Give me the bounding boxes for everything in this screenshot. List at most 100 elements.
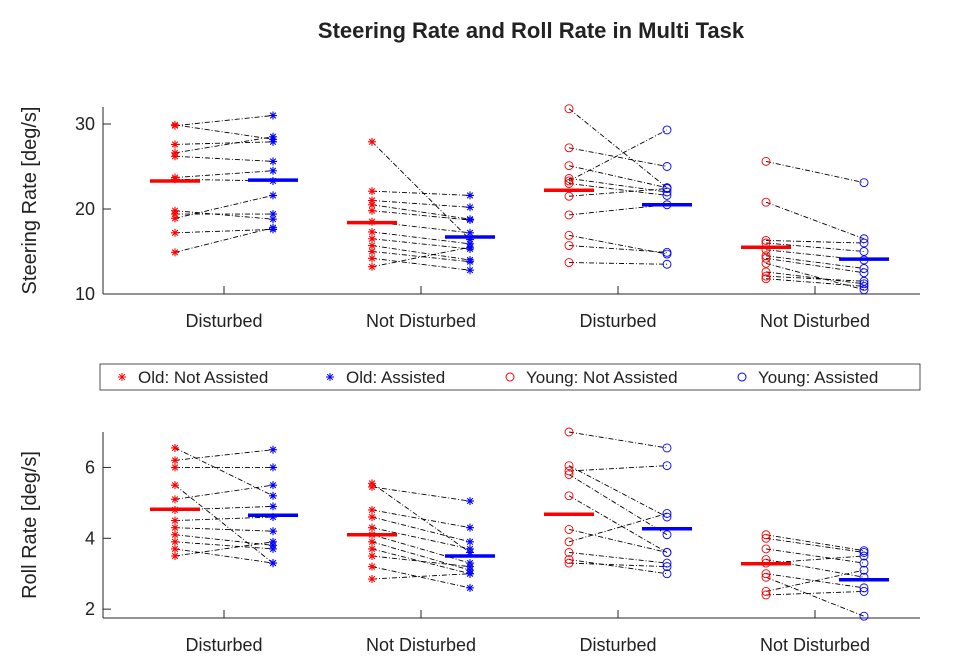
point: [564, 191, 574, 201]
pair-line: [371, 221, 471, 234]
point: [564, 230, 574, 240]
point: [171, 228, 179, 237]
pair-line: [174, 447, 274, 497]
point: [269, 445, 277, 454]
pair-line: [174, 170, 274, 178]
pair-line: [174, 228, 274, 234]
x-tick-label: Not Disturbed: [760, 311, 870, 331]
point: [662, 548, 672, 557]
point: [662, 184, 672, 194]
legend-box: [99, 363, 921, 391]
pair-line: [765, 590, 865, 596]
point: [859, 247, 869, 256]
point: [859, 583, 869, 593]
pair-line: [765, 573, 865, 589]
pair-line: [765, 242, 865, 252]
point: [269, 559, 277, 568]
y-tick-label: 10: [75, 284, 95, 304]
pair-line: [568, 183, 668, 196]
point: [269, 137, 277, 146]
point: [368, 552, 376, 560]
pair-line: [371, 251, 471, 263]
point: [269, 215, 277, 224]
pair-line: [371, 204, 471, 220]
point: [269, 502, 277, 511]
pair-line: [174, 115, 274, 127]
pair-line: [371, 555, 471, 568]
pair-line: [371, 210, 471, 221]
point: [368, 537, 376, 546]
pair-line: [568, 147, 668, 167]
point: [859, 238, 869, 248]
point: [466, 191, 474, 200]
point: [466, 583, 474, 592]
point: [761, 253, 771, 263]
x-tick-label: Disturbed: [185, 635, 262, 651]
point: [859, 285, 869, 295]
point: [368, 227, 376, 236]
pair-line: [765, 537, 865, 553]
pair-line: [371, 200, 471, 208]
point: [564, 176, 574, 186]
pair-line: [371, 245, 471, 261]
pair-line: [174, 541, 274, 550]
point: [662, 247, 672, 257]
pair-line: [765, 160, 865, 184]
pair-line: [174, 449, 274, 461]
point: [761, 258, 771, 268]
point: [761, 533, 771, 543]
pair-line: [174, 516, 274, 522]
pair-line: [174, 527, 274, 532]
point: [662, 190, 672, 200]
pair-line: [371, 190, 471, 196]
pair-line: [568, 474, 668, 536]
pair-line: [174, 227, 274, 253]
pair-line: [371, 548, 471, 575]
point: [466, 243, 474, 252]
pair-line: [765, 271, 865, 285]
point: [171, 552, 179, 560]
point: [466, 203, 474, 212]
legend-label: Young: Assisted: [758, 368, 878, 387]
point: [564, 470, 574, 479]
pair-line: [568, 559, 668, 575]
point: [171, 516, 179, 525]
point: [564, 161, 574, 171]
pair-line: [371, 486, 471, 502]
x-tick-label: Not Disturbed: [760, 635, 870, 651]
point: [859, 276, 869, 286]
point: [564, 491, 574, 501]
point: [171, 544, 179, 553]
point: [269, 481, 277, 490]
point: [761, 586, 771, 596]
point: [368, 247, 376, 256]
pair-line: [568, 528, 668, 553]
x-tick-label: Disturbed: [579, 311, 656, 331]
point: [564, 555, 574, 564]
point: [859, 279, 869, 289]
point: [269, 544, 277, 553]
point: [761, 590, 771, 600]
pair-line: [371, 246, 471, 268]
pair-line: [174, 541, 274, 557]
legend-entry: Old: Assisted: [326, 368, 445, 387]
point: [564, 524, 574, 534]
point: [466, 228, 474, 237]
point: [466, 497, 474, 506]
point: [368, 262, 376, 271]
x-tick-label: Not Disturbed: [366, 311, 476, 331]
point: [368, 241, 376, 250]
point: [368, 544, 376, 553]
point: [662, 558, 672, 568]
x-tick-label: Disturbed: [185, 311, 262, 331]
point: [859, 586, 869, 596]
point: [564, 173, 574, 183]
point: [564, 143, 574, 153]
point: [171, 152, 179, 161]
pair-line: [371, 257, 471, 271]
pair-line: [568, 513, 668, 543]
pair-line: [765, 240, 865, 244]
y-tick-label: 20: [75, 199, 95, 219]
point: [662, 249, 672, 259]
